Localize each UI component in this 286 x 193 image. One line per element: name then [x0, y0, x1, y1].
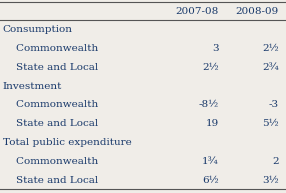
Text: 3: 3 [212, 44, 219, 53]
Text: 19: 19 [205, 119, 219, 128]
Text: Commonwealth: Commonwealth [3, 101, 98, 109]
Text: 5½: 5½ [262, 119, 279, 128]
Text: 2½: 2½ [202, 63, 219, 72]
Text: State and Local: State and Local [3, 176, 98, 185]
Text: 2007-08: 2007-08 [176, 7, 219, 15]
Text: -3: -3 [269, 101, 279, 109]
Text: 1¾: 1¾ [202, 157, 219, 166]
Text: 6½: 6½ [202, 176, 219, 185]
Text: 2¾: 2¾ [262, 63, 279, 72]
Text: Investment: Investment [3, 82, 62, 91]
Text: Consumption: Consumption [3, 25, 73, 34]
Text: 2008-09: 2008-09 [236, 7, 279, 15]
Text: Commonwealth: Commonwealth [3, 44, 98, 53]
Text: Total public expenditure: Total public expenditure [3, 138, 132, 147]
Text: 2½: 2½ [262, 44, 279, 53]
Text: State and Local: State and Local [3, 119, 98, 128]
Text: State and Local: State and Local [3, 63, 98, 72]
Text: 3½: 3½ [262, 176, 279, 185]
Text: -8½: -8½ [198, 101, 219, 109]
Text: Commonwealth: Commonwealth [3, 157, 98, 166]
Text: 2: 2 [272, 157, 279, 166]
